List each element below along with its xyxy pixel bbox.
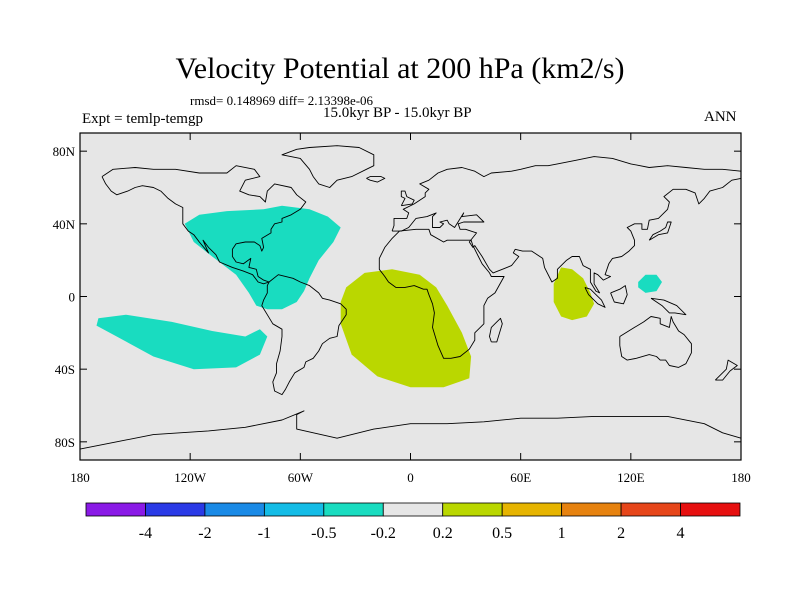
coastline-borneo [610,285,628,305]
x-tick-label: 60E [510,470,531,485]
colorbar-swatch [145,502,206,517]
colorbar-swatch [442,502,503,517]
season-label: ANN [704,109,737,125]
x-tick-label: 120E [617,470,645,485]
coastline-new-zealand [714,359,738,381]
colorbar-label: -4 [139,525,152,542]
colorbar-swatch [561,502,622,517]
time-period: 15.0kyr BP - 15.0kyr BP [323,105,472,121]
coastline-eurasia [391,156,742,294]
negative-anomaly-south-pacific [96,314,268,370]
coastline-south-america [261,274,347,396]
x-axis: 180 120W 60W 0 60E 120E 180 [70,133,751,485]
negative-anomaly-west-pacific [638,274,662,293]
colorbar-swatch [680,502,741,517]
y-tick-label: 80S [55,435,75,450]
colorbar-label: 1 [558,525,566,542]
colorbar-swatch [263,502,325,517]
positive-anomaly-indian-ocean [553,267,595,321]
chart-title: Velocity Potential at 200 hPa (km2/s) [175,52,625,85]
y-tick-label: 40N [53,217,76,232]
x-tick-label: 60W [288,470,314,485]
coastline-australia [619,316,692,368]
y-tick-label: 0 [69,290,76,305]
colorbar-label: 0.2 [433,525,453,542]
colorbar-label: 4 [677,525,685,542]
coastline-sumatra [584,286,606,308]
anomaly-regions [96,205,662,388]
colorbar-label: -2 [198,525,211,542]
coastline-antarctica-coast [79,410,742,450]
colorbar-label: -0.2 [371,525,396,542]
colorbar-swatch [85,502,146,517]
rmsd-diff-stats: rmsd= 0.148969 diff= 2.13398e-06 [190,93,374,108]
colorbar-swatch [382,502,444,517]
colorbar-swatch [323,502,384,517]
coastline-africa [378,228,505,359]
y-axis: 80N 40N 0 40S 80S [53,144,741,450]
colorbar-label: -1 [258,525,271,542]
coastline-iceland [366,176,386,183]
x-tick-label: 180 [731,470,751,485]
coastline-new-guinea [650,297,687,316]
colorbar-label: 0.5 [492,525,512,542]
colorbar-swatch [204,502,265,517]
y-tick-label: 80N [53,144,76,159]
colorbar-swatch [501,502,563,517]
x-tick-label: 180 [70,470,90,485]
coastline-greenland [281,145,375,188]
colorbar-swatch [620,502,681,517]
x-tick-label: 0 [407,470,414,485]
negative-anomaly-americas [184,205,341,310]
positive-anomaly-atlantic-africa [340,269,472,388]
coastline-uk [400,190,415,207]
coastline-madagascar [489,317,503,343]
coastlines [79,145,742,450]
coastline-north-america [101,165,307,285]
colorbar: -4 -2 -1 -0.5 -0.2 0.2 0.5 1 2 4 [85,502,741,542]
coastline-japan [648,221,672,241]
x-tick-label: 120W [174,470,207,485]
colorbar-label: -0.5 [311,525,336,542]
colorbar-label: 2 [617,525,625,542]
experiment-label: Expt = temlp-temgp [82,111,203,127]
map-plot: 180 120W 60W 0 60E 120E 180 80N 40N 0 40S 80S [53,132,751,485]
y-tick-label: 40S [55,362,75,377]
